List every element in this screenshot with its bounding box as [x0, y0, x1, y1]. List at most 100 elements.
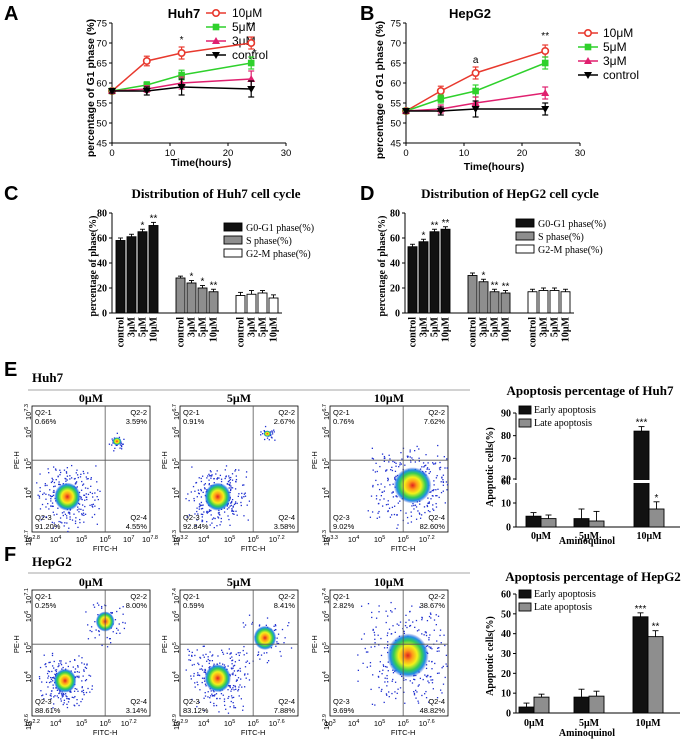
flow-y-tick: 103.3	[172, 530, 181, 546]
flow-y-tick: 105	[172, 458, 181, 469]
flow-event	[120, 445, 123, 448]
flow-event	[409, 625, 411, 627]
flow-event	[89, 691, 91, 693]
quadrant-q4-value: 82.60%	[420, 522, 446, 531]
flow-event	[87, 472, 89, 474]
flow-x-tick: 106	[397, 719, 408, 728]
flow-event	[218, 711, 220, 713]
data-point	[541, 59, 549, 67]
flow-event	[42, 493, 44, 496]
flow-event	[60, 663, 63, 666]
bar	[533, 696, 550, 714]
flow-frame	[31, 405, 151, 533]
legend-swatch	[515, 218, 535, 228]
flow-event	[122, 443, 124, 445]
flow-event	[105, 604, 107, 607]
flow-event	[364, 647, 366, 650]
flow-event	[408, 619, 410, 621]
data-point	[472, 87, 479, 95]
flow-event	[106, 646, 109, 648]
chart-c-legend: G0-G1 phase(%) S phase(%) G2-M phase(%)	[246, 223, 314, 260]
flow-event	[216, 525, 218, 527]
flow-event	[446, 665, 448, 667]
flow-event	[418, 448, 420, 450]
flow-event	[394, 477, 396, 479]
flow-event	[204, 671, 207, 674]
quadrant-q2-value: 3.59%	[126, 417, 148, 426]
flow-event	[51, 477, 53, 480]
bar	[588, 520, 605, 528]
flow-event	[378, 611, 380, 613]
flow-event	[50, 505, 52, 507]
flow-event	[373, 631, 375, 634]
flow-event	[91, 685, 94, 687]
bar	[489, 291, 500, 314]
flow-event	[186, 516, 188, 518]
flow-event	[418, 460, 420, 462]
flow-event	[428, 682, 430, 684]
flow-event	[375, 495, 378, 497]
flow-event	[384, 457, 386, 459]
flow-event	[229, 484, 231, 487]
flow-event	[394, 470, 397, 473]
bar	[560, 291, 571, 314]
flow-event	[237, 677, 240, 679]
flow-event	[428, 615, 431, 618]
flow-event	[82, 470, 84, 473]
flow-event	[54, 673, 56, 675]
flow-event	[442, 490, 444, 492]
flow-y-tick: 104	[24, 671, 33, 682]
flow-event	[399, 500, 401, 502]
flow-event	[387, 510, 389, 512]
flow-event	[201, 516, 203, 518]
flow-event	[45, 663, 47, 665]
flow-event	[97, 498, 99, 501]
flow-event	[65, 478, 67, 480]
flow-event	[80, 498, 82, 500]
flow-event	[363, 633, 366, 635]
quadrant-q3-label: Q2-3	[333, 513, 350, 522]
x-tick-label: 0μM	[531, 531, 552, 542]
flow-event	[375, 617, 378, 619]
flow-event	[410, 511, 412, 513]
flow-event	[113, 450, 115, 452]
flow-event	[430, 617, 432, 619]
flow-event	[407, 455, 409, 458]
flow-event	[198, 701, 201, 704]
flow-event	[200, 496, 203, 498]
flow-event	[383, 455, 386, 458]
flow-event	[445, 654, 448, 657]
flow-event	[194, 654, 196, 657]
flow-event	[217, 512, 220, 514]
flow-event	[241, 497, 243, 499]
flow-event	[50, 495, 52, 498]
flow-event	[396, 623, 398, 625]
flow-event	[260, 431, 262, 433]
flow-event	[233, 664, 236, 667]
flow-event	[409, 449, 411, 451]
flow-event	[51, 505, 53, 507]
flow-event	[413, 504, 415, 507]
x-tick-label: 20	[517, 148, 528, 159]
flow-event	[75, 517, 77, 519]
flow-event	[193, 500, 195, 502]
flow-y-axis-label: PE-H	[12, 635, 21, 653]
flow-event	[228, 685, 231, 687]
flow-event	[426, 505, 429, 508]
flow-event	[371, 616, 373, 619]
flow-event	[381, 673, 383, 675]
flow-event	[367, 651, 369, 653]
flow-event	[64, 477, 66, 480]
flow-event	[225, 476, 227, 478]
flow-event	[383, 647, 386, 649]
flow-y-tick: 104	[172, 487, 181, 498]
flow-event	[45, 498, 47, 500]
flow-event	[227, 665, 229, 667]
flow-event	[77, 666, 79, 668]
flow-event	[198, 663, 200, 666]
flow-event	[381, 491, 384, 493]
flow-event	[211, 518, 214, 520]
flow-event	[387, 479, 389, 482]
flow-event	[231, 510, 233, 512]
flow-event	[439, 468, 441, 471]
